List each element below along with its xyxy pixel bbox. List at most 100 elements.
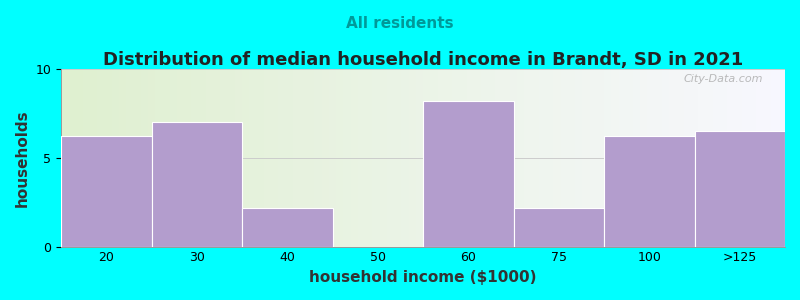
Bar	[474, 69, 481, 247]
Bar	[242, 69, 250, 247]
Bar	[445, 69, 452, 247]
Bar	[134, 69, 141, 247]
Bar	[618, 69, 626, 247]
Bar	[242, 208, 333, 247]
Bar	[191, 69, 198, 247]
Bar	[532, 69, 539, 247]
Bar	[198, 69, 206, 247]
Bar	[76, 69, 83, 247]
Bar	[720, 69, 727, 247]
Bar	[68, 69, 76, 247]
Bar	[206, 69, 213, 247]
Bar	[177, 69, 184, 247]
Bar	[763, 69, 770, 247]
Bar	[162, 69, 170, 247]
Bar	[314, 69, 322, 247]
Bar	[756, 69, 763, 247]
Bar	[770, 69, 778, 247]
Bar	[402, 69, 409, 247]
Bar	[112, 69, 119, 247]
Bar	[61, 69, 68, 247]
Bar	[350, 69, 358, 247]
Bar	[597, 69, 604, 247]
Bar	[654, 69, 662, 247]
Bar	[677, 69, 684, 247]
Bar	[438, 69, 445, 247]
Bar	[575, 69, 582, 247]
Bar	[293, 69, 300, 247]
Bar	[300, 69, 307, 247]
Bar	[539, 69, 546, 247]
Bar	[286, 69, 293, 247]
Bar	[691, 69, 698, 247]
Bar	[90, 69, 98, 247]
Bar	[706, 69, 713, 247]
Bar	[257, 69, 264, 247]
Bar	[694, 131, 785, 247]
Bar	[126, 69, 134, 247]
Bar	[141, 69, 148, 247]
Bar	[343, 69, 350, 247]
Bar	[734, 69, 742, 247]
Bar	[423, 69, 430, 247]
Bar	[394, 69, 402, 247]
Bar	[647, 69, 654, 247]
Bar	[83, 69, 90, 247]
Bar	[684, 69, 691, 247]
Y-axis label: households: households	[15, 109, 30, 207]
Bar	[152, 122, 242, 247]
X-axis label: household income ($1000): household income ($1000)	[310, 270, 537, 285]
Bar	[626, 69, 633, 247]
Bar	[307, 69, 314, 247]
Bar	[278, 69, 286, 247]
Bar	[336, 69, 343, 247]
Bar	[105, 69, 112, 247]
Bar	[358, 69, 365, 247]
Bar	[416, 69, 423, 247]
Bar	[184, 69, 191, 247]
Bar	[213, 69, 220, 247]
Bar	[148, 69, 155, 247]
Bar	[604, 136, 694, 247]
Bar	[514, 208, 604, 247]
Bar	[271, 69, 278, 247]
Bar	[525, 69, 532, 247]
Bar	[452, 69, 459, 247]
Bar	[380, 69, 387, 247]
Bar	[365, 69, 373, 247]
Bar	[459, 69, 466, 247]
Bar	[727, 69, 734, 247]
Bar	[590, 69, 597, 247]
Bar	[409, 69, 416, 247]
Bar	[423, 101, 514, 247]
Bar	[640, 69, 647, 247]
Bar	[698, 69, 706, 247]
Bar	[713, 69, 720, 247]
Text: City-Data.com: City-Data.com	[684, 74, 763, 84]
Bar	[546, 69, 554, 247]
Bar	[495, 69, 502, 247]
Bar	[749, 69, 756, 247]
Bar	[387, 69, 394, 247]
Bar	[488, 69, 495, 247]
Bar	[510, 69, 517, 247]
Bar	[568, 69, 575, 247]
Bar	[604, 69, 611, 247]
Bar	[554, 69, 561, 247]
Bar	[669, 69, 677, 247]
Bar	[502, 69, 510, 247]
Bar	[329, 69, 336, 247]
Bar	[662, 69, 669, 247]
Bar	[430, 69, 438, 247]
Bar	[633, 69, 640, 247]
Bar	[742, 69, 749, 247]
Bar	[220, 69, 228, 247]
Title: Distribution of median household income in Brandt, SD in 2021: Distribution of median household income …	[103, 51, 743, 69]
Bar	[481, 69, 488, 247]
Bar	[155, 69, 162, 247]
Bar	[61, 136, 152, 247]
Bar	[228, 69, 235, 247]
Bar	[170, 69, 177, 247]
Bar	[611, 69, 618, 247]
Bar	[517, 69, 525, 247]
